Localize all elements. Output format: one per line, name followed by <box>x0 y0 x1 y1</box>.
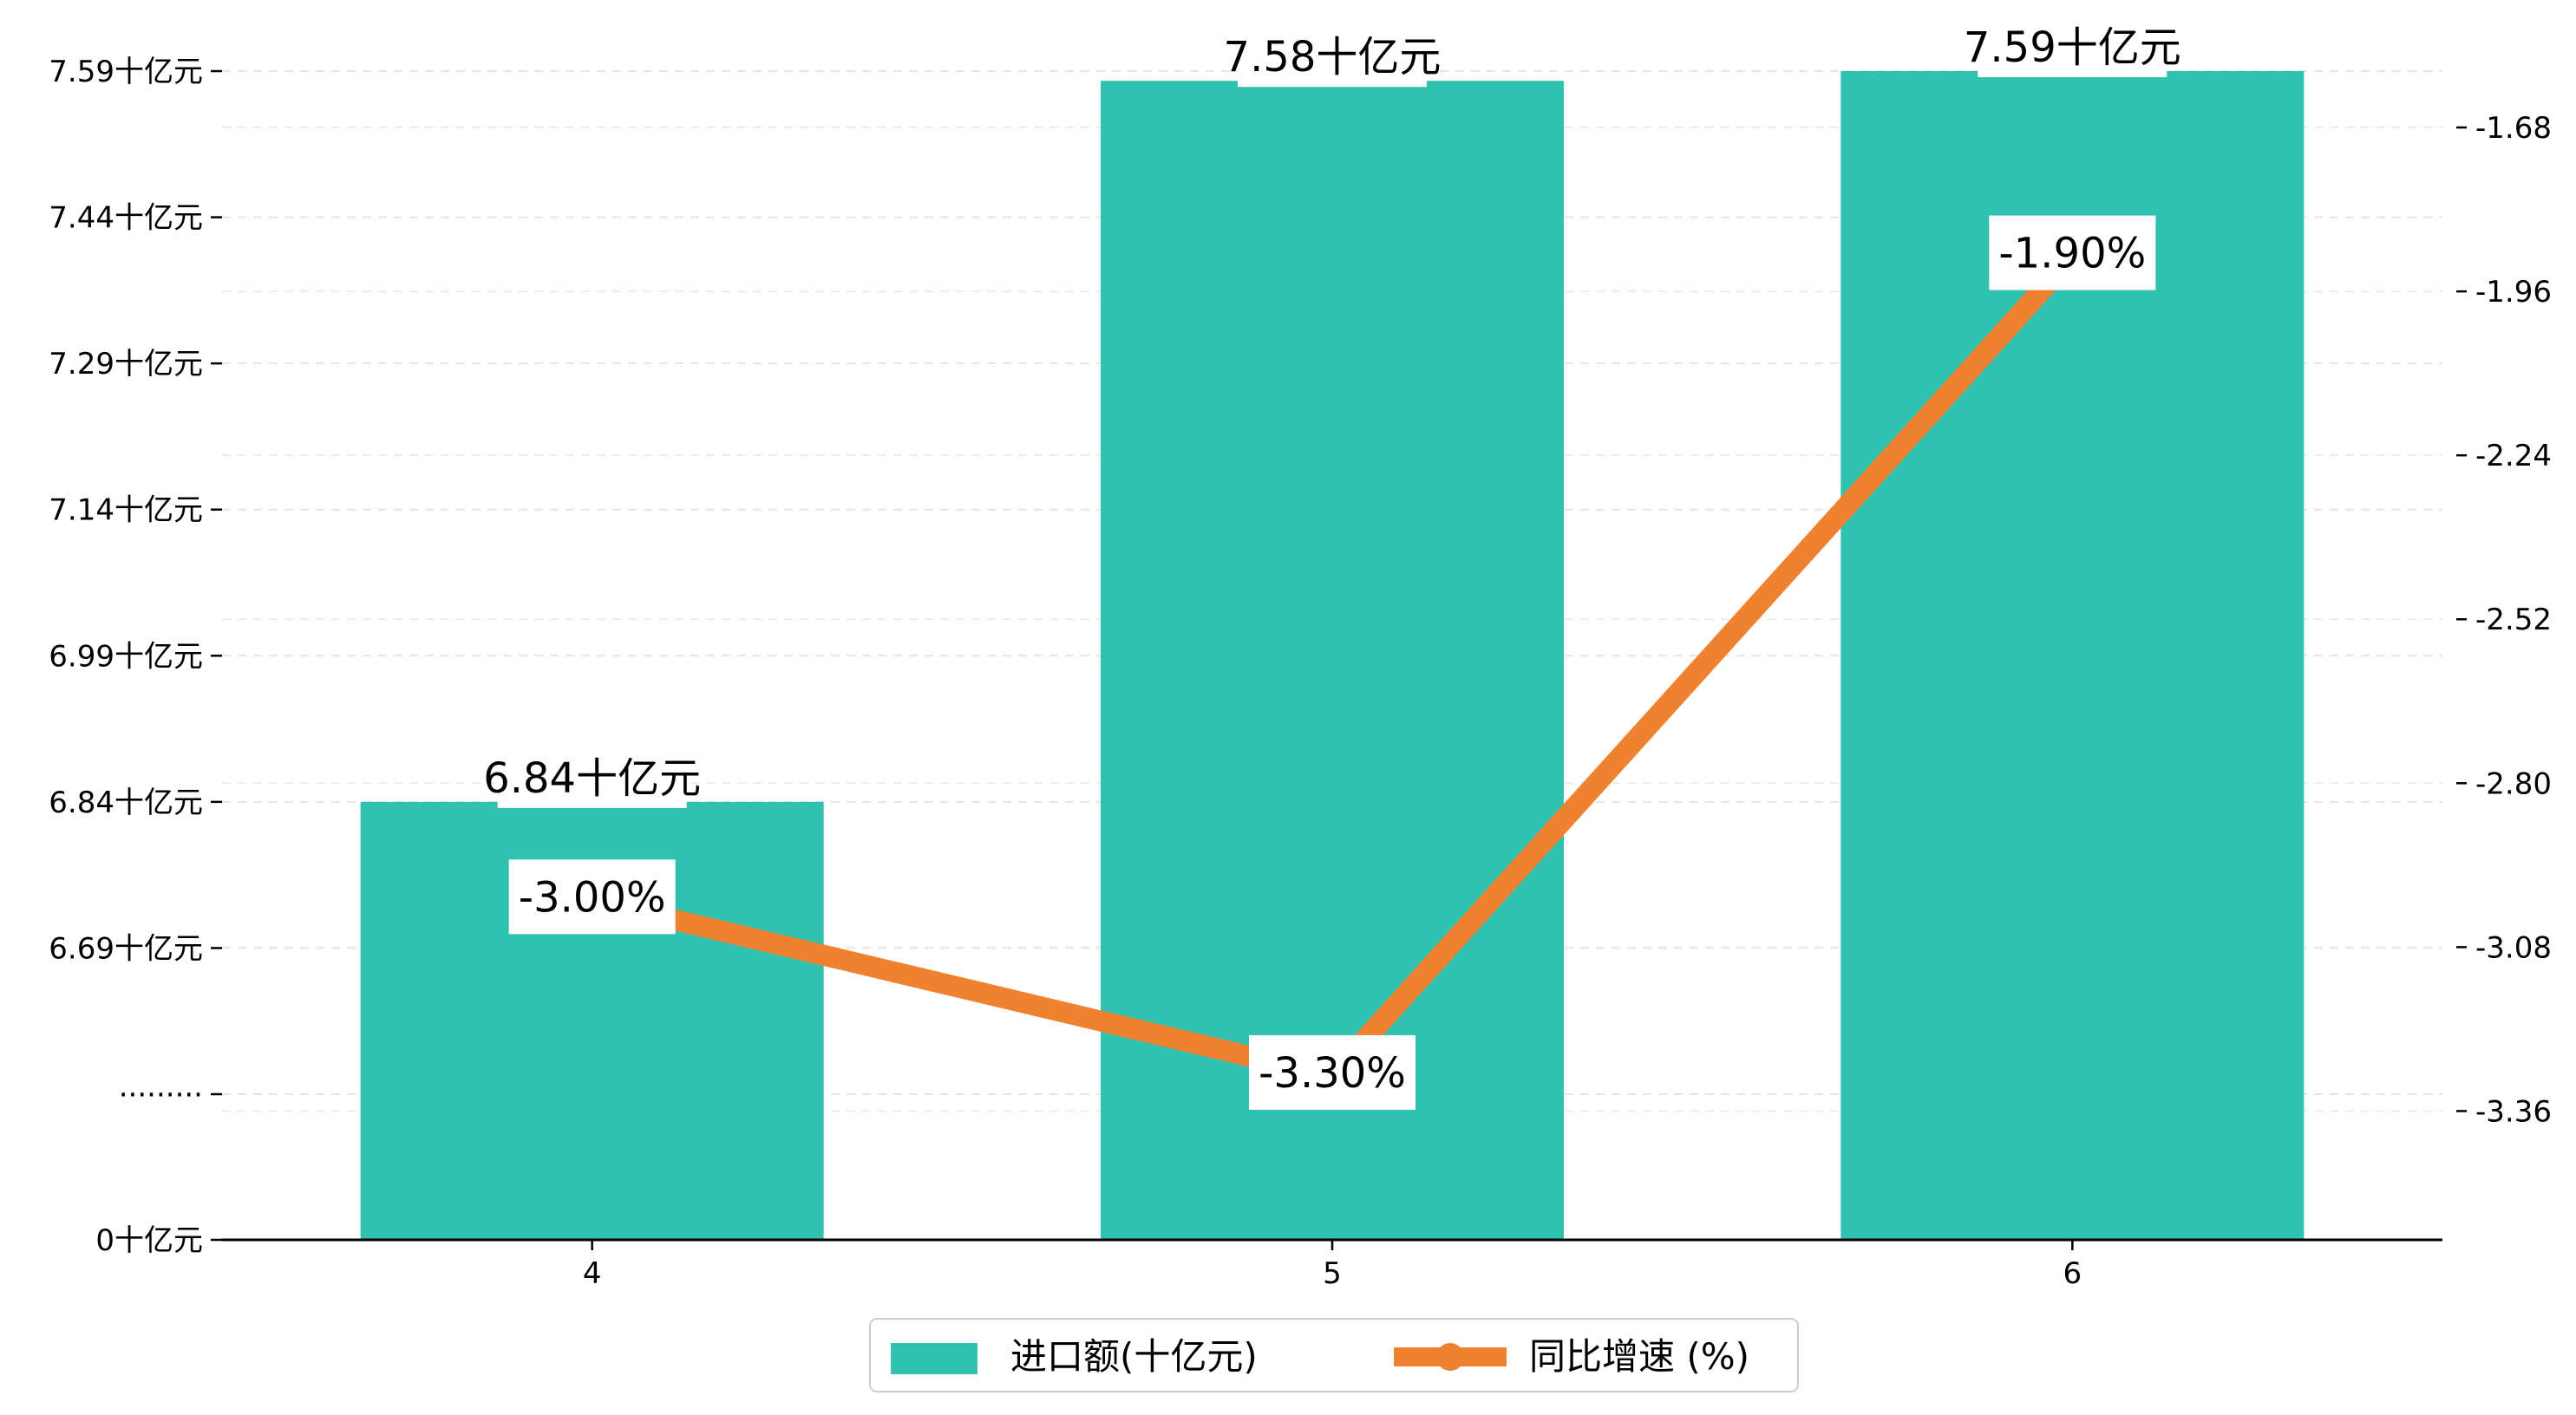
bar-value-label-box <box>497 747 687 808</box>
data-labels: 6.84十亿元 7.58十亿元 7.59十亿元 -3.00% -3.30% -1.90% <box>483 16 2181 1110</box>
right-tick-label: -2.80 <box>2475 766 2552 801</box>
line-value-label: -1.90% <box>1998 230 2146 278</box>
line-value-label-box <box>1249 1034 1415 1110</box>
x-axis-ticks: 4 5 6 <box>583 1240 2082 1291</box>
bar-value-label: 7.58十亿元 <box>1224 33 1442 82</box>
line-value-label-box <box>508 859 676 935</box>
bar-value-label-box <box>1238 26 1427 88</box>
line-value-label-box <box>1989 215 2156 290</box>
right-tick-label: -1.68 <box>2475 111 2552 146</box>
bar-value-label-box <box>1978 16 2167 77</box>
x-tick-label: 4 <box>583 1256 602 1291</box>
left-tick-zero: 0十亿元 <box>95 1223 203 1258</box>
legend-box <box>869 1318 1799 1392</box>
line-value-label: -3.30% <box>1259 1049 1406 1098</box>
left-tick-label: 6.69十亿元 <box>49 931 203 966</box>
right-tick-label: -2.52 <box>2475 603 2552 637</box>
left-axis-ticks: 0十亿元 ········· 6.69十亿元 6.84十亿元 6.99十亿元 7.14十亿… <box>49 55 222 1258</box>
left-tick-label: 7.44十亿元 <box>49 201 203 236</box>
right-tick-label: -3.36 <box>2475 1094 2552 1129</box>
left-tick-label: 6.84十亿元 <box>49 786 203 820</box>
left-tick-label: 7.14十亿元 <box>49 493 203 528</box>
x-tick-label: 5 <box>1323 1256 1342 1291</box>
right-tick-label: -1.96 <box>2475 275 2552 310</box>
left-tick-label: 6.99十亿元 <box>49 639 203 674</box>
legend: 进口额(十亿元) 同比增速 (%) <box>869 1318 1799 1392</box>
bar-value-label: 7.59十亿元 <box>1964 23 2181 72</box>
right-tick-label: -3.08 <box>2475 930 2552 965</box>
right-tick-label: -2.24 <box>2475 439 2552 473</box>
legend-label-line: 同比增速 (%) <box>1529 1335 1749 1378</box>
legend-label-bar: 进口额(十亿元) <box>1010 1335 1258 1378</box>
left-tick-label: 7.29十亿元 <box>49 347 203 381</box>
left-tick-break: ········· <box>119 1078 203 1112</box>
left-tick-label: 7.59十亿元 <box>49 55 203 89</box>
line-value-label: -3.00% <box>519 873 666 922</box>
legend-swatch-marker <box>1436 1343 1464 1371</box>
bar-value-label: 6.84十亿元 <box>483 754 701 803</box>
right-axis-ticks: -3.36 -3.08 -2.80 -2.52 -2.24 -1.96 -1.68 <box>2456 111 2552 1129</box>
legend-swatch-bar <box>891 1343 977 1374</box>
x-tick-label: 6 <box>2063 1256 2082 1291</box>
